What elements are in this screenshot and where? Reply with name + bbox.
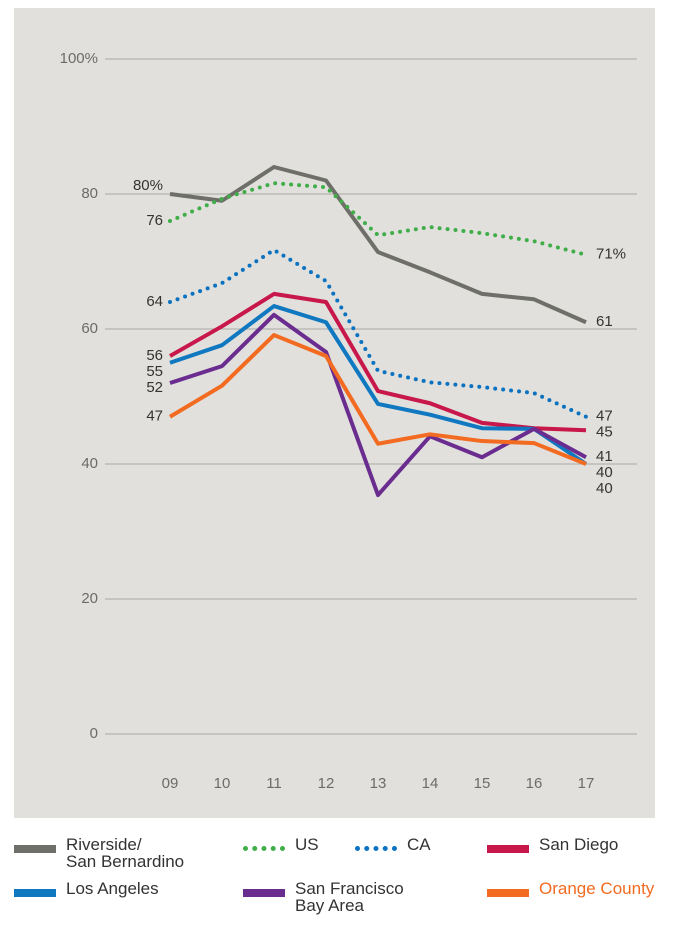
legend-label: San Francisco Bay Area (295, 879, 404, 915)
legend-item: Orange County (487, 880, 654, 897)
y-tick-label: 100% (60, 50, 98, 67)
legend-item: CA (355, 836, 431, 853)
data-label: 71% (596, 246, 626, 263)
legend-label: San Diego (539, 835, 619, 854)
series-line (169, 304, 588, 466)
series-line (168, 333, 587, 466)
data-label: 55 (146, 363, 163, 380)
x-tick-label: 09 (162, 775, 179, 792)
x-tick-label: 12 (318, 775, 335, 792)
data-label: 52 (146, 379, 163, 396)
y-tick-label: 80 (81, 185, 98, 202)
data-label: 47 (596, 408, 613, 425)
y-tick-label: 20 (81, 590, 98, 607)
legend-swatch (487, 889, 529, 897)
legend-item: Riverside/ San Bernardino (14, 836, 184, 870)
legend-swatch (487, 845, 529, 853)
series-line (169, 291, 587, 433)
legend-item: US (243, 836, 319, 853)
x-tick-label: 11 (266, 775, 282, 792)
legend-label: CA (407, 835, 431, 854)
data-label: 45 (596, 424, 613, 441)
legend-item: Los Angeles (14, 880, 159, 897)
x-tick-label: 17 (578, 775, 595, 792)
data-label: 56 (146, 347, 163, 364)
legend-swatch (243, 889, 285, 897)
x-tick-label: 13 (370, 775, 387, 792)
y-tick-label: 0 (90, 725, 98, 742)
series-line (169, 165, 587, 325)
data-label: 47 (146, 408, 163, 425)
x-tick-label: 16 (526, 775, 543, 792)
series-line (169, 312, 587, 498)
y-tick-label: 60 (81, 320, 98, 337)
legend-label: Los Angeles (66, 879, 159, 898)
data-label: 40 (596, 480, 613, 497)
data-label: 41 (596, 448, 613, 465)
series-line (168, 248, 588, 419)
plot-background (14, 8, 655, 818)
legend: Riverside/ San Bernardino US CA San Diego Lo… (0, 836, 686, 926)
legend-swatch (355, 846, 397, 851)
x-tick-label: 14 (422, 775, 439, 792)
legend-item: San Francisco Bay Area (243, 880, 404, 914)
data-label: 61 (596, 313, 613, 330)
data-label: 80% (133, 177, 163, 194)
series-line (168, 181, 588, 257)
data-label: 64 (146, 293, 163, 310)
legend-label: Orange County (539, 879, 655, 898)
legend-label: US (295, 835, 319, 854)
legend-swatch (14, 889, 56, 897)
x-tick-label: 10 (214, 775, 231, 792)
data-label: 40 (596, 464, 613, 481)
data-label: 76 (146, 212, 163, 229)
y-tick-label: 40 (81, 455, 98, 472)
x-tick-label: 15 (474, 775, 491, 792)
chart: 0 20 40 60 80 100% 09 10 11 12 13 14 15 16 17 80% 76 64 56… (14, 8, 655, 818)
legend-swatch (243, 846, 285, 851)
legend-label: Riverside/ San Bernardino (66, 835, 185, 871)
legend-swatch (14, 845, 56, 853)
legend-item: San Diego (487, 836, 618, 853)
